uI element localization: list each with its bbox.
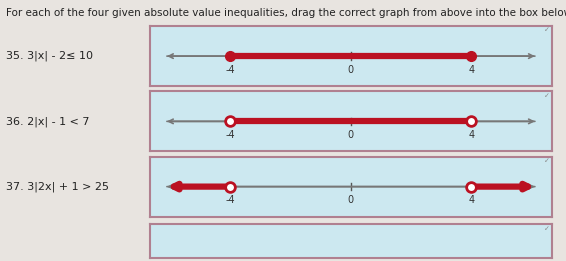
Text: ✓: ✓ [544,158,550,164]
Text: 0: 0 [348,65,354,75]
Text: 4: 4 [468,130,474,140]
Text: -4: -4 [226,130,235,140]
Text: ✓: ✓ [544,27,550,33]
Text: ✓: ✓ [544,93,550,99]
Text: For each of the four given absolute value inequalities, drag the correct graph f: For each of the four given absolute valu… [6,8,566,18]
Text: 35. 3|x| - 2≤ 10: 35. 3|x| - 2≤ 10 [6,51,93,61]
Text: -4: -4 [226,195,235,205]
Text: 36. 2|x| - 1 < 7: 36. 2|x| - 1 < 7 [6,116,89,127]
Text: 4: 4 [468,65,474,75]
Text: ✓: ✓ [544,226,550,232]
Text: 37. 3|2x| + 1 > 25: 37. 3|2x| + 1 > 25 [6,181,109,192]
Text: 0: 0 [348,130,354,140]
Text: -4: -4 [226,65,235,75]
Text: 4: 4 [468,195,474,205]
Text: 0: 0 [348,195,354,205]
